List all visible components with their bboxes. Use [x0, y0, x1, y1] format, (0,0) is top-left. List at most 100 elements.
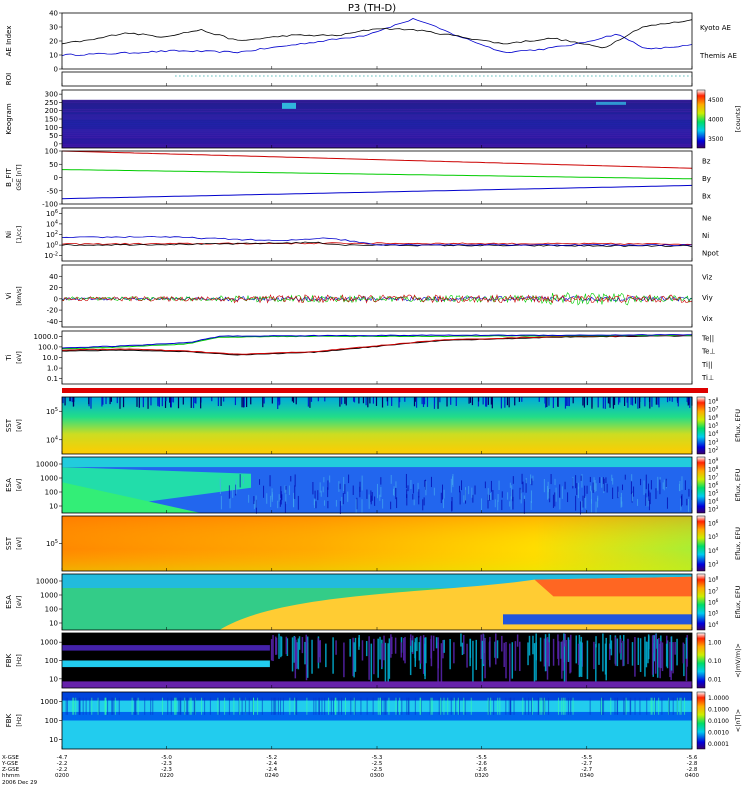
esa-e-noise [370, 495, 372, 505]
fbk-b-stripe [600, 697, 602, 715]
fbk-e-stripe [475, 639, 478, 670]
fbk-b-stripe [194, 697, 196, 715]
fbk-b-stripe [97, 697, 99, 715]
esa-e-noise [359, 486, 361, 498]
fbk-b-stripe [420, 697, 422, 715]
fbk-e-stripe [634, 637, 636, 677]
esa-e-noise [630, 480, 632, 495]
ytick-label-esa_i: 10 [49, 620, 58, 628]
sst-e-stripe [631, 397, 634, 406]
fbk-b-stripe [167, 697, 169, 715]
ytick-label-fbk_e: 10 [49, 675, 58, 683]
ytick-label-ti: 10.0 [42, 354, 58, 362]
fbk-e-stripe [535, 633, 537, 661]
sst-e-stripe [471, 397, 474, 406]
esa-e-noise [248, 494, 250, 503]
esa-e-noise [338, 481, 340, 492]
esa-e-noise [552, 494, 554, 508]
esa-e-noise [339, 483, 341, 490]
sst-e-stripe [172, 397, 174, 403]
esa-e-noise [395, 481, 397, 489]
fbk-b-stripe [508, 697, 510, 715]
keogram-stripe [62, 127, 692, 129]
esa-e-noise [599, 477, 601, 483]
line-bfit-1 [62, 169, 692, 180]
fbk-b-stripe [600, 697, 602, 715]
fbk-e-stripe [505, 641, 507, 679]
fbk-b-stripe [89, 697, 91, 715]
sst-e-stripe [150, 397, 152, 406]
esa-e-noise [393, 486, 395, 497]
sst-e-stripe [369, 397, 371, 404]
sst-e-stripe [109, 397, 111, 405]
sst-e-stripe [477, 397, 480, 402]
sst-e-stripe [637, 397, 639, 409]
fbk-e-stripe [519, 641, 521, 672]
sst-e-stripe [415, 397, 418, 408]
xtick-label: 0200 [55, 773, 69, 779]
esa-e-noise [359, 481, 361, 492]
sst-e-stripe [309, 397, 311, 408]
colorbar-tick-sst_e: 108 [708, 397, 719, 405]
fbk-b-stripe [406, 697, 408, 715]
sst-e-stripe [277, 397, 279, 409]
fbk-e-stripe [304, 641, 306, 665]
fbk-b-stripe [350, 697, 352, 715]
esa-e-noise [591, 490, 593, 504]
fbk-e-stripe [543, 638, 546, 667]
line-ni-0 [61, 242, 693, 246]
ytick-label-esa_e: 100 [45, 489, 58, 497]
line-ae-1 [61, 19, 693, 49]
esa-e-noise [327, 500, 329, 509]
fbk-b-stripe [646, 697, 648, 715]
fbk-e-stripe [686, 635, 688, 667]
fbk-e-stripe [619, 638, 622, 654]
fbk-e-stripe [335, 640, 337, 655]
fbk-e-stripe [653, 635, 656, 662]
fbk-b-stripe [277, 697, 279, 715]
colorbar-tick-esa_e: 104 [708, 497, 719, 505]
fbk-b-stripe [617, 697, 619, 715]
esa-e-noise [576, 483, 578, 495]
fbk-b-stripe [72, 697, 74, 715]
fbk-b-stripe [360, 697, 362, 715]
fbk-b-stripe [209, 697, 211, 715]
fbk-b-stripe [204, 697, 206, 715]
ytick-label-vi: -20 [47, 307, 58, 315]
fbk-b-stripe [318, 697, 320, 715]
esa-e-noise [659, 479, 661, 495]
esa-e-noise [390, 474, 392, 484]
fbk-b-stripe [542, 697, 544, 715]
sst-e-stripe [194, 397, 196, 404]
ytick-label-esa_i: 1000 [40, 592, 58, 600]
fbk-e-stripe [275, 637, 278, 655]
colorbar-sst_e [696, 396, 706, 455]
fbk-b-stripe [79, 697, 81, 715]
fbk-b-stripe [313, 697, 315, 715]
esa-e-noise [581, 474, 583, 488]
sst-e-stripe [344, 397, 346, 404]
esa-e-noise [648, 483, 650, 497]
esa-e-noise [374, 496, 376, 506]
fbk-b-stripe [614, 697, 616, 715]
ytick-label-ae: 10 [49, 52, 58, 60]
sst-e-stripe [250, 397, 252, 405]
fbk-e-stripe [527, 642, 529, 666]
fbk-e-stripe [593, 641, 595, 670]
esa-e-noise [501, 491, 503, 498]
sst-e-stripe [404, 397, 406, 402]
esa-e-noise [497, 500, 499, 511]
esa-e-noise [681, 494, 683, 506]
fbk-b-stripe [73, 697, 75, 715]
sst-e-stripe [122, 397, 125, 408]
fbk-b-stripe [557, 697, 559, 715]
esa-e-noise [684, 480, 686, 491]
ytick-label-ae: 0 [54, 66, 58, 74]
legend-vi-2: Vix [702, 315, 713, 323]
fbk-b-stripe [438, 697, 440, 715]
legend-vi-1: Viy [702, 294, 713, 302]
esa-e-noise [686, 498, 688, 506]
fbk-b-stripe [639, 697, 641, 715]
fbk-b-stripe [224, 697, 226, 715]
sst-e-stripe [88, 397, 90, 405]
